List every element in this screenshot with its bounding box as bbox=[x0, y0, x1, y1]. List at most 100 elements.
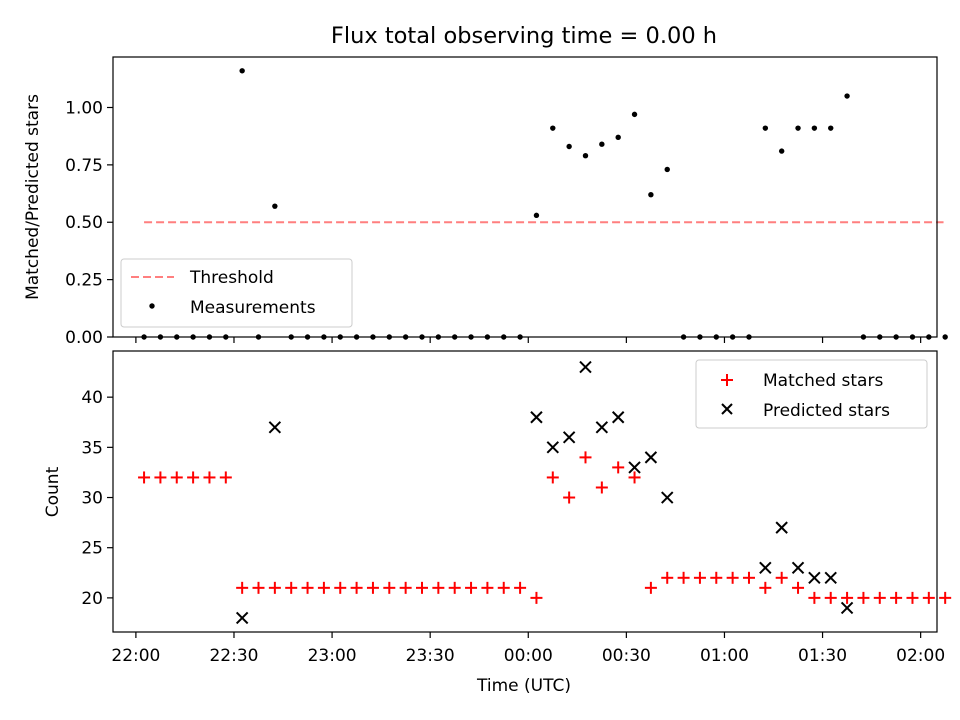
measurement-point bbox=[239, 68, 245, 74]
matched-star-point bbox=[579, 451, 592, 464]
matched-star-point bbox=[873, 591, 886, 604]
matched-star-point bbox=[693, 571, 706, 584]
predicted-star-point-stroke bbox=[268, 421, 282, 434]
matched-star-point bbox=[612, 461, 625, 474]
matched-star-point bbox=[857, 591, 870, 604]
matched-star-point bbox=[317, 581, 330, 594]
matched-star-point bbox=[759, 581, 772, 594]
matched-star-point bbox=[742, 571, 755, 584]
predicted-star-point bbox=[791, 561, 805, 574]
bottom-y-tick-label: 35 bbox=[81, 438, 103, 458]
measurement-point bbox=[648, 192, 654, 198]
measurement-point bbox=[762, 125, 769, 131]
matched-star-point bbox=[187, 471, 200, 484]
matched-star-point bbox=[710, 571, 723, 584]
x-tick-label: 01:00 bbox=[700, 646, 749, 666]
matched-star-point bbox=[792, 581, 805, 594]
matched-star-point bbox=[448, 581, 461, 594]
legend-predicted-label: Predicted stars bbox=[763, 401, 890, 421]
measurement-point bbox=[795, 125, 801, 131]
matched-star-point bbox=[530, 591, 543, 604]
matched-star-point bbox=[514, 581, 527, 594]
matched-star-point bbox=[595, 481, 608, 494]
predicted-star-point-stroke bbox=[808, 571, 821, 585]
measurement-point bbox=[811, 125, 818, 131]
x-tick-label: 23:00 bbox=[308, 646, 357, 666]
top-y-tick-label: 1.00 bbox=[65, 98, 103, 118]
legend-matched-label: Matched stars bbox=[763, 371, 883, 391]
matched-star-point bbox=[481, 581, 494, 594]
x-axis: 22:00 22:30 23:00 23:30 00:00 00:30 01:00 01:30… bbox=[111, 632, 945, 666]
top-x-ticks bbox=[135, 337, 922, 343]
predicted-star-point-stroke bbox=[840, 601, 854, 615]
bottom-legend-box bbox=[695, 359, 928, 429]
measurement-point bbox=[599, 141, 605, 147]
predicted-star-point-stroke bbox=[661, 491, 674, 504]
predicted-star-point-stroke bbox=[235, 611, 249, 625]
predicted-star-point bbox=[268, 421, 282, 434]
matched-star-point bbox=[726, 571, 739, 584]
matched-star-point bbox=[268, 581, 281, 594]
predicted-star-point-stroke bbox=[562, 431, 576, 444]
predicted-star-point bbox=[579, 360, 592, 374]
bottom-y-axis: 20 25 30 35 40 bbox=[81, 388, 113, 609]
predicted-star-point bbox=[562, 431, 576, 444]
bottom-plot-frame bbox=[112, 350, 938, 633]
matched-star-point bbox=[775, 571, 788, 584]
bottom-y-tick-label: 20 bbox=[81, 589, 103, 609]
legend-matched-swatch bbox=[721, 374, 733, 386]
predicted-star-point bbox=[661, 491, 674, 504]
legend-threshold-label: Threshold bbox=[189, 268, 274, 288]
matched-stars-series bbox=[138, 451, 952, 604]
top-panel: 0.00 0.25 0.50 0.75 1.00 Matched/Predicted s… bbox=[23, 56, 948, 348]
measurement-point bbox=[550, 125, 556, 131]
matched-star-point bbox=[644, 581, 657, 594]
matched-star-point bbox=[546, 471, 559, 484]
matched-star-point bbox=[890, 591, 903, 604]
predicted-star-point bbox=[628, 461, 641, 474]
matched-star-point bbox=[236, 581, 249, 594]
predicted-star-point-stroke bbox=[579, 360, 592, 374]
top-y-tick-label: 0.25 bbox=[65, 271, 103, 291]
matched-star-point bbox=[628, 471, 641, 484]
predicted-star-point-stroke bbox=[644, 451, 658, 464]
measurement-point bbox=[272, 203, 278, 209]
predicted-star-point bbox=[840, 601, 854, 615]
matched-star-point bbox=[563, 491, 576, 504]
top-y-axis-label: Matched/Predicted stars bbox=[23, 94, 43, 300]
matched-star-point bbox=[138, 471, 151, 484]
matched-star-point bbox=[824, 591, 837, 604]
x-tick-label: 23:30 bbox=[406, 646, 455, 666]
top-y-tick-label: 0.00 bbox=[65, 328, 103, 348]
top-y-tick-label: 0.50 bbox=[65, 213, 103, 233]
matched-star-point bbox=[906, 591, 919, 604]
predicted-star-point-stroke bbox=[546, 441, 560, 454]
measurement-point bbox=[844, 93, 850, 99]
predicted-star-point-stroke bbox=[759, 561, 772, 574]
predicted-star-point-stroke bbox=[824, 571, 837, 585]
matched-star-point bbox=[350, 581, 363, 594]
measurement-point bbox=[942, 334, 948, 340]
measurement-point bbox=[664, 166, 670, 173]
measurement-point bbox=[582, 152, 589, 159]
matched-star-point bbox=[399, 581, 412, 594]
measurement-point bbox=[778, 148, 785, 154]
predicted-star-point bbox=[759, 561, 772, 574]
predicted-stars-series bbox=[235, 360, 854, 625]
matched-star-point bbox=[677, 571, 690, 584]
matched-star-point bbox=[383, 581, 396, 594]
x-tick-label: 00:30 bbox=[602, 646, 651, 666]
matched-star-point bbox=[301, 581, 314, 594]
x-axis-label: Time (UTC) bbox=[476, 676, 571, 696]
x-tick-label: 22:30 bbox=[209, 646, 258, 666]
matched-star-point bbox=[432, 581, 445, 594]
top-y-axis: 0.00 0.25 0.50 0.75 1.00 bbox=[65, 98, 113, 348]
matched-star-point bbox=[416, 581, 428, 594]
matched-star-point bbox=[154, 471, 167, 484]
matched-star-point bbox=[285, 581, 298, 594]
predicted-star-point-stroke bbox=[791, 561, 805, 574]
bottom-y-tick-label: 25 bbox=[81, 539, 103, 559]
top-legend: Threshold Measurements bbox=[120, 258, 353, 328]
x-tick-label: 02:00 bbox=[896, 646, 945, 666]
